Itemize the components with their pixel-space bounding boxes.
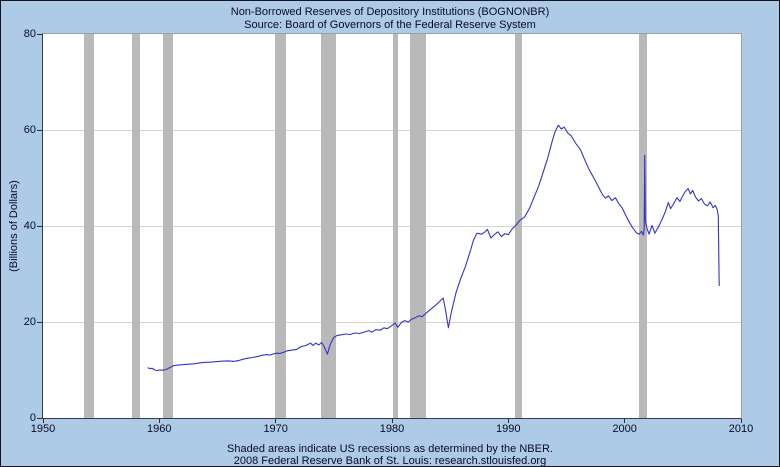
x-tick-2010 xyxy=(740,419,742,423)
y-tick-label-60: 60 xyxy=(23,124,36,136)
chart-title: Non-Borrowed Reserves of Depository Inst… xyxy=(230,6,550,18)
recession-band xyxy=(514,34,523,418)
y-tick-80 xyxy=(37,33,42,35)
x-tick-label-2000: 2000 xyxy=(612,423,637,435)
y-tick-20 xyxy=(37,321,42,323)
y-tick-60 xyxy=(37,129,42,131)
y-tick-0 xyxy=(37,417,42,419)
recession-band xyxy=(132,34,140,418)
recession-band xyxy=(638,34,647,418)
x-tick-1980 xyxy=(391,419,393,423)
x-tick-1950 xyxy=(42,419,44,423)
y-tick-label-40: 40 xyxy=(23,220,36,232)
x-tick-label-1950: 1950 xyxy=(30,423,56,435)
x-tick-label-1990: 1990 xyxy=(496,423,521,435)
recession-note: Shaded areas indicate US recessions as d… xyxy=(227,443,553,455)
recession-band xyxy=(392,34,399,418)
recession-band xyxy=(83,34,95,418)
x-tick-1990 xyxy=(507,419,509,423)
attribution-note: 2008 Federal Reserve Bank of St. Louis: … xyxy=(233,455,547,467)
x-tick-label-1980: 1980 xyxy=(379,423,405,435)
y-tick-label-80: 80 xyxy=(23,28,36,40)
x-tick-1970 xyxy=(275,419,277,423)
gridline-y-20 xyxy=(43,321,741,323)
y-tick-40 xyxy=(37,225,42,227)
gridline-y-40 xyxy=(43,225,741,227)
chart-source-subtitle: Source: Board of Governors of the Federa… xyxy=(244,19,536,31)
x-tick-label-1970: 1970 xyxy=(263,423,288,435)
bognonbr-line xyxy=(147,124,720,372)
recession-band xyxy=(162,34,173,418)
y-tick-label-0: 0 xyxy=(29,412,36,424)
x-tick-label-2010: 2010 xyxy=(728,423,754,435)
series-line-bognonbr xyxy=(147,124,720,372)
gridline-y-60 xyxy=(43,129,741,131)
x-tick-label-1960: 1960 xyxy=(147,423,172,435)
x-tick-2000 xyxy=(624,419,626,423)
plot-area xyxy=(42,33,742,419)
x-tick-1960 xyxy=(158,419,160,423)
recession-band xyxy=(275,34,287,418)
recession-band xyxy=(410,34,426,418)
y-tick-label-20: 20 xyxy=(23,316,36,328)
recession-band xyxy=(320,34,336,418)
